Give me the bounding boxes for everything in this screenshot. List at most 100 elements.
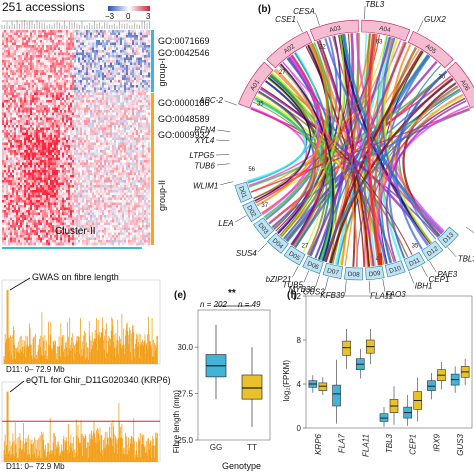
gene-leader-line [303, 270, 310, 283]
go-term: GO:0071669 [158, 36, 210, 46]
panel-label-e: (e) [174, 290, 187, 301]
significance-mark: ** [228, 288, 236, 299]
scale-number: 56 [248, 167, 255, 173]
synteny-link [329, 77, 454, 264]
chromosome-label: D09 [368, 270, 381, 278]
go-term: GO:0000186 [158, 98, 210, 108]
chromosome-a05 [407, 30, 454, 69]
synteny-link [290, 54, 328, 247]
gwas-label: GWAS on fibre length [32, 272, 119, 282]
gene-leader-line [220, 181, 233, 186]
ytick-label: 4 [297, 380, 302, 389]
synteny-link [324, 37, 444, 234]
ytick-label: 27.5 [177, 390, 193, 399]
gwas-axis-label: D11: 0– 72.9 Mb [6, 365, 65, 374]
ytick-label: 0 [297, 424, 302, 433]
chromosome-d04 [267, 232, 289, 254]
group1-bar [151, 30, 154, 92]
go-term: GO:0042546 [158, 48, 210, 58]
gene-leader-line [344, 280, 347, 294]
eqtl-manhattan-plot [1, 380, 161, 463]
chromosome-d02 [242, 200, 262, 223]
gene-label: MYB38 [289, 285, 316, 294]
gwas-manhattan-plot [1, 277, 161, 365]
go-term: GO:0048589 [158, 114, 210, 124]
eqtl-label: eQTL for Ghir_D11G020340 (KRP6) [26, 375, 171, 385]
synteny-link [385, 100, 467, 262]
heatmap-dendrogram [1, 20, 150, 29]
expression-box [379, 413, 389, 422]
group2-bar [151, 93, 154, 245]
gene-leader-line [429, 260, 437, 273]
gene-tick-label: KRP6 [314, 433, 323, 454]
gene-label: CSE1 [275, 15, 296, 24]
chromosome-d12 [421, 240, 444, 262]
gene-leader-line [296, 20, 303, 33]
heatmap-title: 251 accessions [2, 0, 85, 14]
synteny-link [293, 42, 334, 248]
legend-tick-high: 3 [146, 12, 151, 21]
expression-boxplot: 0 4 8 12 KRP6 FLA7 FLA11 TBL3 CEP1 IRX9 GUS3 [292, 292, 473, 457]
expression-box [332, 384, 341, 407]
arrow-icon [9, 380, 25, 393]
expression-box [318, 382, 328, 391]
scale-number: 37 [261, 203, 268, 209]
scale-number: 30 [438, 74, 445, 80]
gene-leader-line [216, 139, 230, 142]
legend-tick-low: −3 [105, 12, 115, 21]
gene-label: PAE3 [437, 270, 457, 279]
chromosome-label: A03 [329, 25, 342, 34]
chromosome-d07 [322, 262, 343, 279]
synteny-link [314, 33, 355, 259]
fpkm-ylabel: log₂(FPKM) [282, 360, 291, 402]
legend-tick-mid: 0 [126, 12, 131, 21]
scale-number: 63 [376, 40, 383, 46]
panel-label-f: (f) [287, 290, 297, 301]
chromosome-a01 [238, 61, 274, 109]
ytick-label: 12 [292, 292, 301, 301]
panel-label-b: (b) [258, 4, 271, 15]
scale-number: 27 [279, 70, 286, 76]
synteny-link [256, 43, 328, 207]
chromosome-label: D07 [326, 267, 340, 276]
gene-leader-line [324, 277, 329, 290]
gene-label: LTPG5 [189, 151, 214, 160]
synteny-link [398, 64, 442, 240]
group2-label: group-II [157, 180, 167, 212]
gene-label: CEP1 [429, 275, 450, 284]
gene-leader-line [315, 12, 320, 26]
chromosome-a04 [361, 19, 411, 42]
synteny-link [280, 34, 345, 237]
synteny-link [314, 41, 407, 259]
chromosome-d11 [403, 251, 426, 271]
cluster-label: Cluster-II [55, 226, 96, 237]
gene-leader-line [421, 265, 428, 278]
gene-tick-label: IRX9 [432, 433, 441, 451]
n-gg: n = 202 [200, 300, 227, 309]
gene-label: XYL4 [194, 136, 215, 145]
chromosome-d08 [344, 266, 363, 281]
chromosome-d10 [384, 260, 406, 278]
gene-leader-line [235, 215, 247, 223]
chromosome-label: D01 [237, 186, 248, 200]
gene-leader-line [315, 274, 320, 288]
chromosome-a03 [309, 19, 359, 42]
chromosome-label: D11 [408, 257, 422, 268]
synteny-link [260, 86, 413, 255]
synteny-link [254, 97, 333, 261]
synteny-link [248, 70, 448, 188]
chromosome-label: A04 [378, 25, 391, 34]
category-label: TT [247, 443, 257, 452]
scale-number: 27 [302, 243, 309, 249]
chromosome-label: D10 [388, 265, 402, 275]
gene-leader-line [217, 129, 231, 133]
gene-leader-line [465, 226, 474, 234]
synteny-link [282, 61, 324, 245]
ytick-label: 30.0 [177, 343, 193, 352]
go-term: GO:0009932 [158, 130, 210, 140]
synteny-link [281, 33, 353, 237]
chromosome-a06 [446, 61, 474, 109]
gene-label: ABC-2 [198, 96, 223, 105]
chromosome-d01 [234, 181, 253, 203]
